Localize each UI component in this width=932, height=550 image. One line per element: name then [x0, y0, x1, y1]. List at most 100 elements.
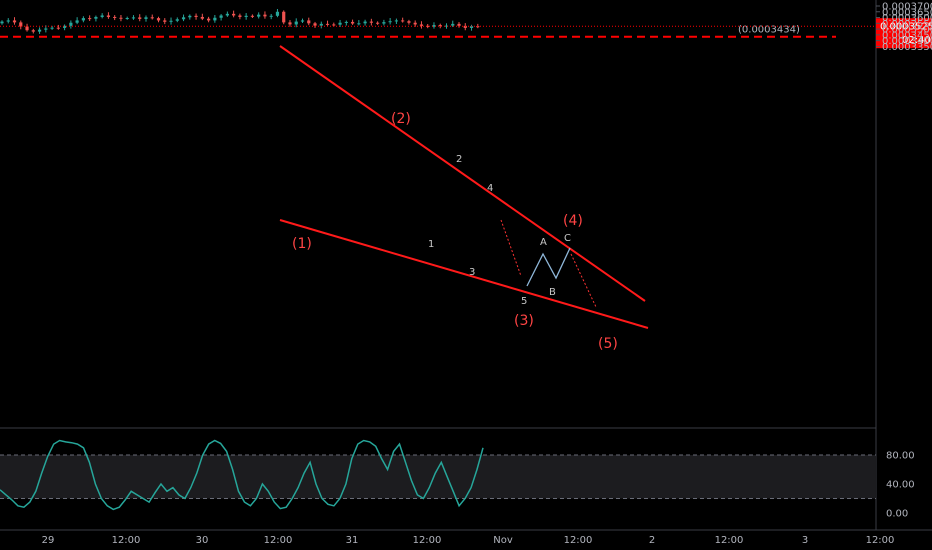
candle-body [44, 28, 48, 30]
candle-body [144, 17, 148, 19]
subwave-label-4: 4 [487, 183, 493, 194]
candle-body [37, 29, 42, 32]
candle-body [194, 15, 198, 17]
candle-body [50, 27, 54, 29]
trendline-drawings: (1) (2) (3) (4) (5) 1 2 3 4 5 A B C [279, 45, 649, 352]
projection-arrow-2 [570, 253, 597, 308]
candle-body [119, 17, 123, 19]
current-price-label: 0.0003525 [880, 22, 932, 33]
candle-body [175, 19, 179, 21]
candle-body [12, 20, 17, 23]
candle-body [269, 15, 273, 17]
candle-body [357, 23, 361, 25]
candle-body [382, 22, 386, 24]
abc-correction-path [526, 247, 571, 287]
candle-body [25, 26, 29, 31]
osc-line [0, 439, 484, 511]
candle-body [0, 21, 4, 24]
candle-body [257, 14, 261, 17]
candle-body [394, 20, 399, 22]
time-tick-label: 2 [649, 535, 655, 546]
osc-tick-label: 0.00 [886, 509, 908, 520]
subwave-label-a: A [540, 237, 547, 248]
grid [0, 0, 932, 531]
subwave-label-c: C [564, 233, 571, 244]
candle-body [401, 20, 405, 22]
candle-body [388, 21, 392, 23]
candle-body [232, 13, 236, 16]
price-tick-label: 0.0003700 [882, 2, 932, 13]
oscillator-panel [0, 439, 876, 511]
candle-body [106, 15, 111, 17]
candle-body [244, 15, 248, 17]
candle-body [469, 26, 474, 28]
price-axis[interactable]: 0.00037000.00036500.00036000.00035500.00… [876, 2, 932, 520]
candle-body [181, 17, 186, 20]
price-tick-label: 0.0003400 [882, 36, 932, 47]
time-tick-label: 12:00 [264, 535, 293, 546]
candle-body [275, 11, 280, 16]
subwave-label-3: 3 [469, 267, 475, 278]
candle-body [432, 25, 436, 27]
candle-body [81, 18, 85, 21]
candle-body [200, 16, 204, 19]
time-tick-label: 3 [802, 535, 808, 546]
candle-body [88, 18, 92, 20]
price-tick-label: 0.0003550 [882, 19, 932, 30]
time-axis[interactable]: 29 12:00 30 12:00 31 12:00 Nov 12:00 2 12:00 3 12:0… [42, 535, 895, 546]
candle-body [100, 15, 104, 17]
candle-body [419, 24, 424, 26]
osc-tick-label: 40.00 [886, 480, 915, 491]
candle-body [282, 11, 286, 23]
time-tick-label: 12:00 [866, 535, 895, 546]
subwave-label-b: B [549, 287, 556, 298]
candle-body [376, 22, 380, 24]
candle-body [188, 15, 192, 18]
price-tick-label: 0.0003350 [882, 42, 932, 53]
current-price-box [876, 18, 932, 49]
candle-body [294, 21, 298, 25]
time-tick-label: 12:00 [112, 535, 141, 546]
wave-label-3: (3) [514, 313, 534, 329]
time-tick-label: Nov [493, 535, 513, 546]
lower-wedge-line[interactable] [279, 219, 649, 329]
time-tick-label: 12:00 [715, 535, 744, 546]
candle-body [438, 25, 442, 27]
current-price-line: 0.0003525 02:40 [0, 18, 932, 49]
candle-body [225, 13, 229, 16]
candle-body [250, 15, 255, 17]
candle-body [288, 22, 292, 25]
osc-band-fill [0, 455, 876, 499]
support-level: (0.0003434) [0, 25, 836, 38]
price-tick-label: 0.0003600 [882, 13, 932, 24]
candle-body [113, 16, 117, 18]
candle-body [138, 17, 142, 19]
candle-body [169, 20, 173, 22]
countdown-label: 02:40 [902, 35, 931, 46]
candle-body [363, 21, 367, 24]
time-tick-label: 30 [196, 535, 209, 546]
support-level-label: (0.0003434) [738, 25, 800, 36]
candle-body [444, 25, 449, 27]
candle-body [426, 25, 430, 27]
candle-body [369, 21, 373, 23]
candle-body [350, 21, 355, 24]
time-tick-label: 12:00 [413, 535, 442, 546]
wave-label-5: (5) [598, 336, 618, 352]
osc-tick-label: 80.00 [886, 451, 915, 462]
candle-body [300, 20, 305, 22]
candlestick-series [0, 9, 480, 34]
candle-body [457, 23, 461, 26]
time-tick-label: 29 [42, 535, 55, 546]
candle-body [344, 21, 348, 23]
subwave-label-5: 5 [521, 296, 527, 307]
candle-body [56, 27, 60, 29]
projection-arrow-1 [500, 219, 522, 277]
wave-label-4: (4) [563, 213, 583, 229]
wave-label-2: (2) [391, 111, 411, 127]
upper-wedge-line[interactable] [279, 45, 646, 302]
candle-body [463, 25, 467, 28]
candle-body [451, 23, 455, 26]
price-tick-label: 0.0003650 [882, 7, 932, 18]
